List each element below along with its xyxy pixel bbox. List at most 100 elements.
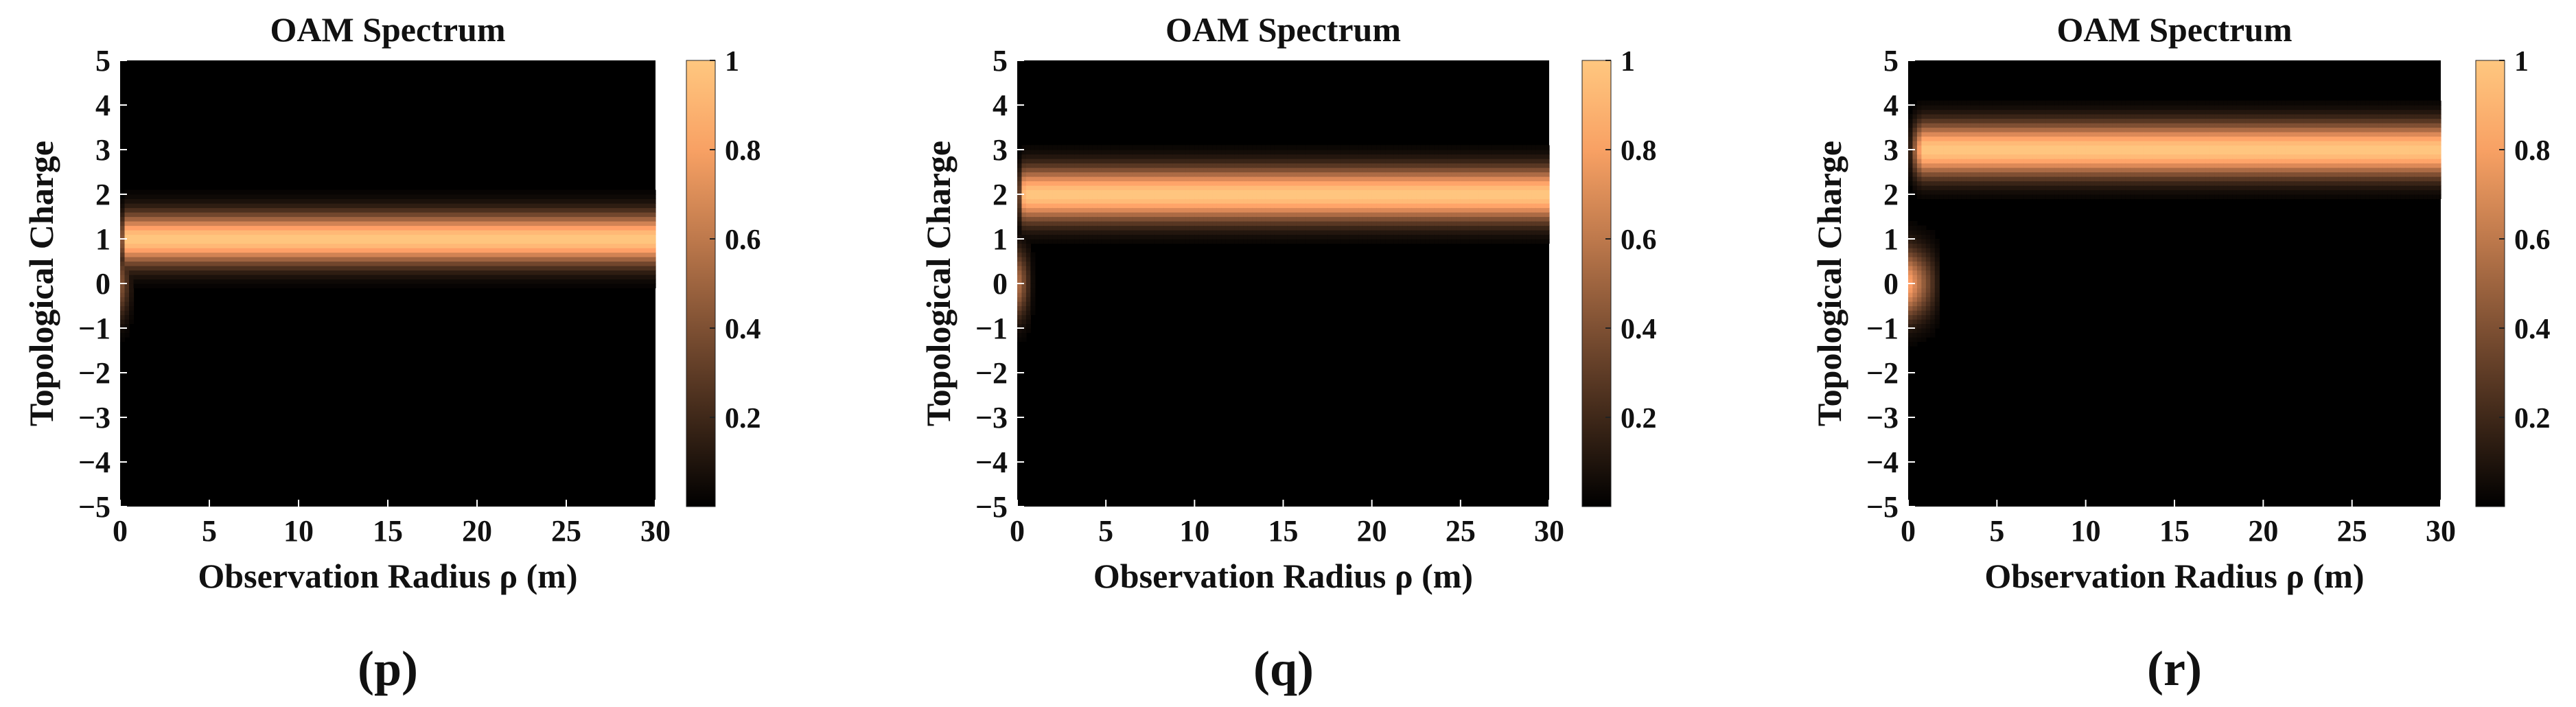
heatmap-cell xyxy=(548,270,554,275)
heatmap-cell xyxy=(329,207,335,213)
heatmap-cell xyxy=(575,275,581,280)
heatmap-cell xyxy=(638,266,643,271)
heatmap-cell xyxy=(1132,194,1137,200)
heatmap-cell xyxy=(245,266,251,271)
heatmap-cell xyxy=(638,216,643,222)
heatmap-cell xyxy=(1172,163,1178,168)
heatmap-cell xyxy=(1025,181,1031,186)
heatmap-cell xyxy=(477,266,483,271)
heatmap-cell xyxy=(205,207,210,213)
heatmap-cell xyxy=(361,194,367,200)
heatmap-cell xyxy=(124,279,130,284)
heatmap-cell xyxy=(1159,163,1164,168)
heatmap-cell xyxy=(370,279,375,284)
heatmap-cell xyxy=(1434,181,1439,186)
heatmap-cell xyxy=(432,270,438,275)
heatmap-cell xyxy=(522,239,527,244)
heatmap-cell xyxy=(406,216,411,222)
heatmap-cell xyxy=(1438,239,1443,244)
heatmap-cell xyxy=(441,230,447,235)
heatmap-cell xyxy=(1349,172,1355,177)
heatmap-cell xyxy=(1380,154,1386,159)
heatmap-cell xyxy=(1398,198,1404,204)
heatmap-cell xyxy=(1367,176,1373,182)
heatmap-cell xyxy=(343,212,349,218)
heatmap-cell xyxy=(312,189,317,195)
heatmap-cell xyxy=(548,225,554,231)
heatmap-cell xyxy=(209,257,215,262)
heatmap-cell xyxy=(1230,230,1235,235)
heatmap-cell xyxy=(441,257,447,262)
heatmap-cell xyxy=(285,221,290,227)
heatmap-cell xyxy=(1030,212,1036,218)
heatmap-cell xyxy=(1061,234,1067,240)
heatmap-cell xyxy=(1230,185,1235,191)
heatmap-cell xyxy=(490,203,496,209)
heatmap-cell xyxy=(249,261,255,266)
heatmap-cell xyxy=(338,257,344,262)
heatmap-cell xyxy=(347,279,353,284)
heatmap-cell xyxy=(535,234,540,240)
heatmap-cell xyxy=(1141,176,1146,182)
heatmap-cell xyxy=(374,243,380,248)
heatmap-cell xyxy=(1030,194,1036,200)
heatmap-cell xyxy=(495,203,500,209)
heatmap-cell xyxy=(392,243,397,248)
heatmap-cell xyxy=(160,266,165,271)
heatmap-cell xyxy=(174,216,179,222)
heatmap-cell xyxy=(1310,176,1315,182)
heatmap-cell xyxy=(1141,185,1146,191)
heatmap-cell xyxy=(1354,159,1359,164)
heatmap-cell xyxy=(432,230,438,235)
heatmap-cell xyxy=(1411,230,1417,235)
heatmap-cell xyxy=(544,203,549,209)
heatmap-cell xyxy=(1420,172,1426,177)
heatmap-cell xyxy=(642,275,647,280)
heatmap-cell xyxy=(218,257,224,262)
heatmap-cell xyxy=(392,221,397,227)
heatmap-cell xyxy=(620,270,625,275)
heatmap-cell xyxy=(432,279,438,284)
heatmap-cell xyxy=(1190,234,1195,240)
heatmap-cell xyxy=(1416,216,1422,222)
heatmap-cell xyxy=(553,261,558,266)
heatmap-cell xyxy=(1274,194,1279,200)
heatmap-cell xyxy=(361,283,367,289)
heatmap-cell xyxy=(575,221,581,227)
heatmap-cell xyxy=(1420,203,1426,209)
heatmap-cell xyxy=(1168,176,1173,182)
heatmap-cell xyxy=(1207,159,1213,164)
heatmap-cell xyxy=(588,198,594,204)
heatmap-cell xyxy=(428,279,433,284)
heatmap-cell xyxy=(1385,212,1391,218)
heatmap-cell xyxy=(1115,154,1120,159)
heatmap-cell xyxy=(1310,203,1315,209)
heatmap-cell xyxy=(1362,150,1368,155)
heatmap-cell xyxy=(638,283,643,289)
heatmap-cell xyxy=(463,230,469,235)
heatmap-cell xyxy=(495,248,500,253)
heatmap-cell xyxy=(205,230,210,235)
heatmap-cell xyxy=(1362,181,1368,186)
heatmap-cell xyxy=(620,194,625,200)
heatmap-cell xyxy=(325,207,331,213)
heatmap-cell xyxy=(1292,172,1297,177)
heatmap-cell xyxy=(213,283,219,289)
heatmap-cell xyxy=(454,275,460,280)
heatmap-cell xyxy=(459,207,465,213)
heatmap-cell xyxy=(1354,189,1359,195)
heatmap-cell xyxy=(1319,189,1324,195)
heatmap-cell xyxy=(579,234,585,240)
heatmap-cell xyxy=(312,239,317,244)
heatmap-cell xyxy=(526,221,531,227)
heatmap-cell xyxy=(423,243,429,248)
heatmap-cell xyxy=(160,230,165,235)
heatmap-cell xyxy=(290,207,295,213)
heatmap-cell xyxy=(151,221,156,227)
heatmap-cell xyxy=(1052,159,1058,164)
heatmap-cell xyxy=(1017,194,1023,200)
heatmap-cell xyxy=(213,216,219,222)
heatmap-cell xyxy=(325,257,331,262)
heatmap-cell xyxy=(281,198,286,204)
heatmap-cell xyxy=(1456,194,1461,200)
